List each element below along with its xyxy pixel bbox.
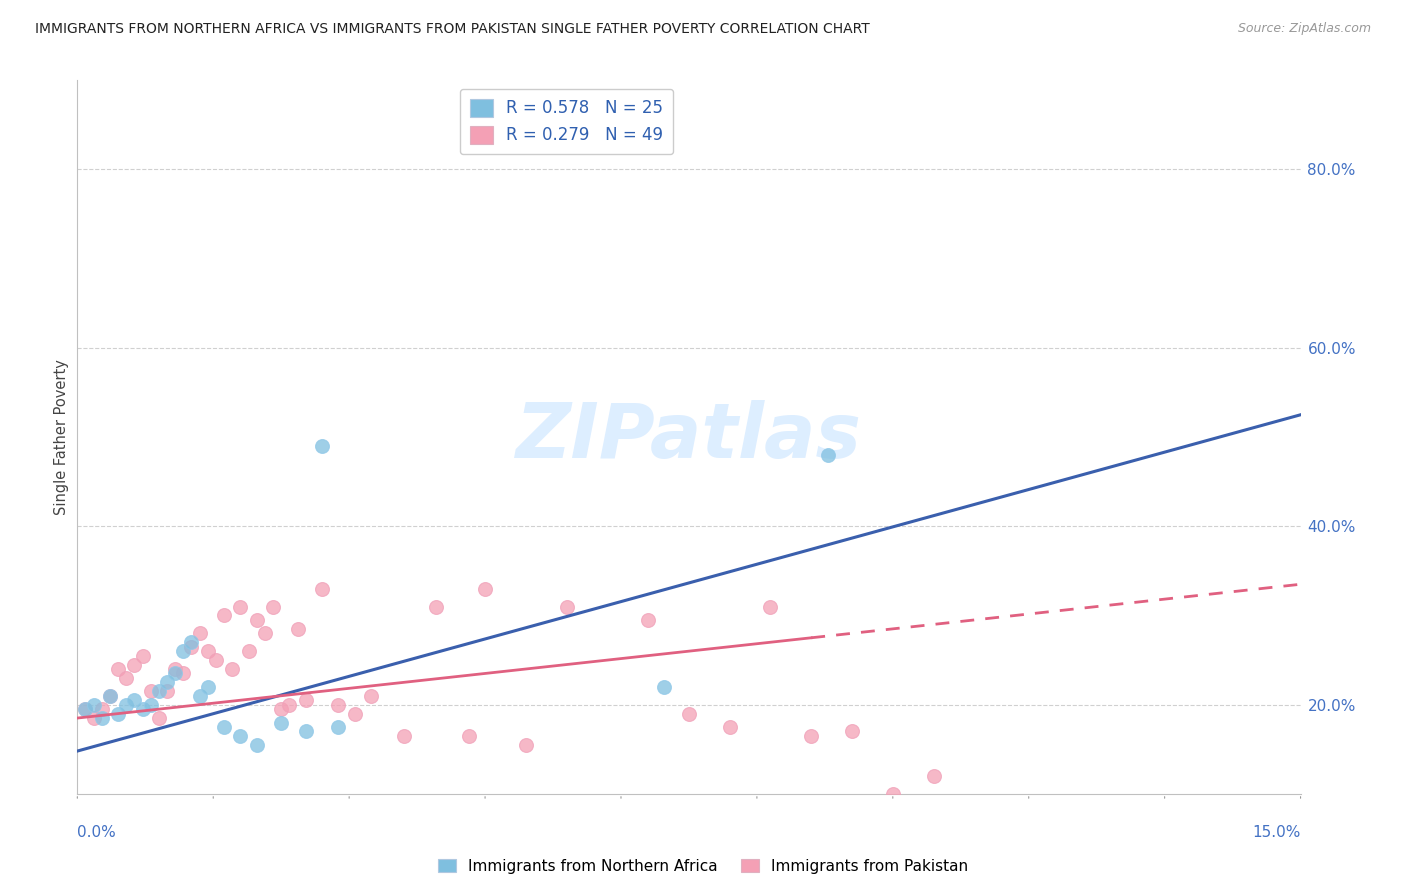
Point <box>392 729 415 743</box>
Point <box>165 662 187 676</box>
Point <box>205 653 228 667</box>
Point <box>343 706 366 721</box>
Point <box>246 613 269 627</box>
Point <box>262 599 284 614</box>
Point <box>98 689 121 703</box>
Point <box>139 698 162 712</box>
Y-axis label: Single Father Poverty: Single Father Poverty <box>53 359 69 515</box>
Point <box>221 662 243 676</box>
Point <box>90 711 112 725</box>
Text: IMMIGRANTS FROM NORTHERN AFRICA VS IMMIGRANTS FROM PAKISTAN SINGLE FATHER POVERT: IMMIGRANTS FROM NORTHERN AFRICA VS IMMIG… <box>35 22 870 37</box>
Point <box>922 769 945 783</box>
Point <box>148 711 170 725</box>
Point <box>253 626 276 640</box>
Point <box>180 640 202 654</box>
Point <box>817 448 839 462</box>
Point <box>165 666 187 681</box>
Point <box>180 635 202 649</box>
Point <box>131 648 153 663</box>
Point <box>294 724 316 739</box>
Point <box>139 684 162 698</box>
Point <box>197 644 219 658</box>
Text: 0.0%: 0.0% <box>77 825 117 840</box>
Point <box>246 738 269 752</box>
Point <box>75 702 97 716</box>
Point <box>98 689 121 703</box>
Point <box>278 698 301 712</box>
Point <box>311 439 333 453</box>
Point <box>156 684 179 698</box>
Point <box>637 613 659 627</box>
Point <box>294 693 316 707</box>
Point <box>328 698 350 712</box>
Point <box>1126 818 1149 832</box>
Point <box>188 626 211 640</box>
Point <box>229 599 252 614</box>
Point <box>678 706 700 721</box>
Point <box>115 671 138 685</box>
Point <box>131 702 153 716</box>
Legend: Immigrants from Northern Africa, Immigrants from Pakistan: Immigrants from Northern Africa, Immigra… <box>432 853 974 880</box>
Point <box>654 680 676 694</box>
Point <box>124 657 146 672</box>
Point <box>212 720 235 734</box>
Point <box>270 715 292 730</box>
Point <box>90 702 112 716</box>
Point <box>963 805 986 819</box>
Point <box>311 582 333 596</box>
Point <box>83 698 105 712</box>
Text: Source: ZipAtlas.com: Source: ZipAtlas.com <box>1237 22 1371 36</box>
Point <box>1045 805 1067 819</box>
Point <box>457 729 479 743</box>
Point <box>882 787 904 801</box>
Point <box>287 622 309 636</box>
Legend: R = 0.578   N = 25, R = 0.279   N = 49: R = 0.578 N = 25, R = 0.279 N = 49 <box>460 88 673 154</box>
Point <box>83 711 105 725</box>
Point <box>156 675 179 690</box>
Point <box>124 693 146 707</box>
Point <box>474 582 496 596</box>
Point <box>841 724 863 739</box>
Point <box>555 599 578 614</box>
Point <box>718 720 741 734</box>
Point <box>759 599 782 614</box>
Point <box>212 608 235 623</box>
Point <box>172 644 194 658</box>
Point <box>197 680 219 694</box>
Point <box>107 706 129 721</box>
Point <box>328 720 350 734</box>
Point <box>188 689 211 703</box>
Text: 15.0%: 15.0% <box>1253 825 1301 840</box>
Point <box>75 702 97 716</box>
Text: ZIPatlas: ZIPatlas <box>516 401 862 474</box>
Point <box>172 666 194 681</box>
Point <box>238 644 260 658</box>
Point <box>425 599 447 614</box>
Point <box>107 662 129 676</box>
Point <box>229 729 252 743</box>
Point <box>800 729 823 743</box>
Point <box>115 698 138 712</box>
Point <box>270 702 292 716</box>
Point <box>360 689 382 703</box>
Point <box>148 684 170 698</box>
Point <box>515 738 537 752</box>
